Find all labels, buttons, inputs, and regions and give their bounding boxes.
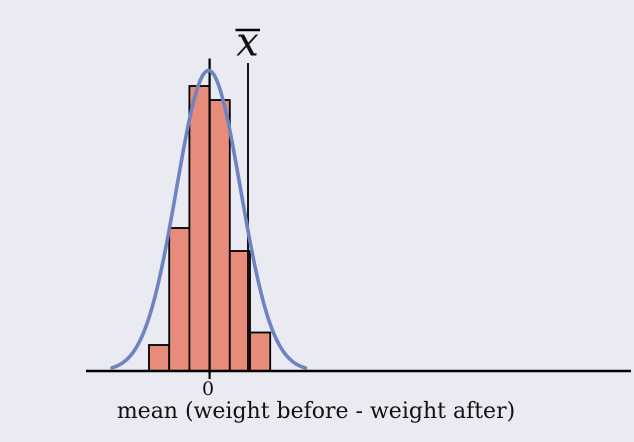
histogram-bar [148, 344, 171, 372]
histogram-bar [168, 227, 191, 372]
histogram-bar [188, 85, 211, 372]
normal-curve [110, 68, 308, 370]
xbar-label: x [236, 20, 259, 66]
zero-tick-label: 0 [202, 378, 214, 400]
histogram-bars [148, 85, 272, 372]
x-axis-title: mean (weight before - weight after) [117, 399, 515, 424]
histogram-bar [228, 250, 251, 372]
histogram-bar [208, 99, 231, 372]
histogram-bar [249, 331, 272, 372]
